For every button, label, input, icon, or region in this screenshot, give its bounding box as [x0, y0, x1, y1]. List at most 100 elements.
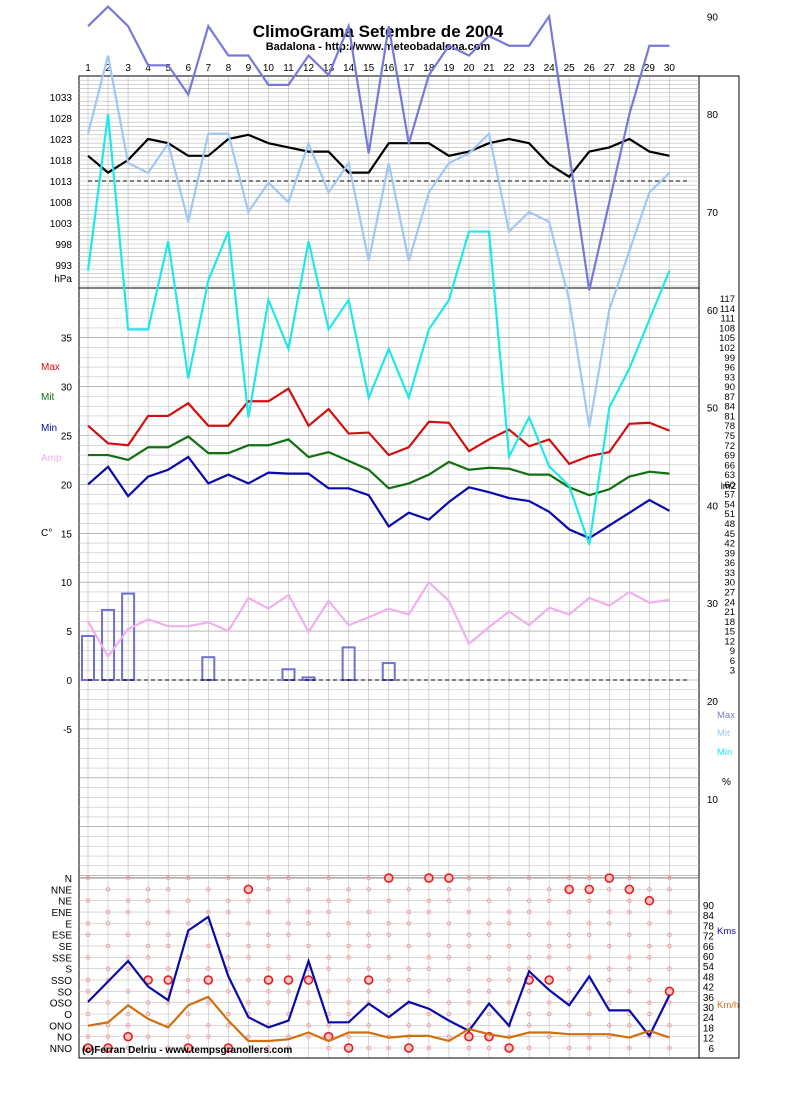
wind-dir-dot — [546, 1000, 552, 1005]
wind-dir-dot — [366, 875, 372, 881]
humidity-tick-90: 90 — [707, 12, 719, 23]
wind-dir-dot — [586, 1045, 592, 1051]
rain-tick-87: 87 — [724, 392, 735, 403]
wind-dir-dot — [607, 943, 612, 949]
day-label-24: 24 — [544, 63, 556, 74]
wind-dir-dot — [406, 977, 412, 983]
wind-speed-tick-18: 18 — [703, 1023, 715, 1034]
wind-dir-dot — [506, 977, 512, 983]
wind-dir-dot — [506, 887, 512, 892]
wind-dir-dot — [426, 955, 432, 960]
wind-dir-dot — [566, 966, 572, 971]
temp-tick-35: 35 — [61, 334, 73, 345]
rain-tick-66: 66 — [724, 460, 735, 471]
wind-dir-dot — [386, 898, 392, 904]
wind-dir-dot — [426, 1011, 432, 1017]
wind-dir-dot — [185, 977, 191, 983]
wind-dir-dot — [406, 887, 412, 892]
wind-speed-tick-12: 12 — [703, 1034, 715, 1045]
rain-tick-108: 108 — [719, 323, 735, 334]
wind-dominant-day-1 — [83, 1043, 93, 1053]
wind-dir-dot — [246, 943, 251, 949]
wind-dir-dot — [145, 943, 151, 949]
wind-dir-dot — [125, 1045, 131, 1051]
wind-dir-dot — [526, 909, 532, 915]
wind-dir-tick-NE: NE — [58, 897, 72, 908]
temp-tick-0: 0 — [66, 676, 72, 687]
chart-title: ClimoGrama Setembre de 2004 — [253, 22, 504, 41]
rain-bar-day-16 — [381, 662, 396, 681]
rain-bars — [81, 592, 396, 682]
wind-dir-dot — [206, 909, 211, 915]
pressure-tick-1028: 1028 — [50, 114, 73, 125]
wind-speed-tick-90: 90 — [703, 901, 715, 912]
right-axis-frame — [698, 75, 740, 1059]
wind-dir-dot — [627, 955, 632, 960]
wind-dir-dot — [406, 966, 412, 971]
temp-legend-amp: Amp — [41, 453, 62, 464]
humidity-legend-max: Max — [717, 710, 735, 721]
wind-dir-dot — [466, 1023, 472, 1028]
wind-dir-tick-NNO: NNO — [50, 1044, 72, 1055]
wind-dir-dot — [125, 898, 131, 904]
rain-tick-60: 60 — [724, 480, 735, 491]
wind-dir-dot — [406, 1023, 412, 1028]
wind-dir-dot — [566, 909, 572, 915]
wind-dir-dot — [145, 955, 151, 960]
wind-dir-dot — [286, 898, 291, 904]
day-label-7: 7 — [206, 63, 212, 74]
rain-tick-24: 24 — [724, 597, 735, 608]
wind-dir-dot — [346, 955, 351, 960]
wind-dir-dot — [506, 966, 512, 971]
temp-tick-neg: -5 — [63, 725, 72, 736]
wind-dir-dot — [667, 887, 672, 892]
wind-dir-dot — [667, 966, 672, 971]
temp-tick-25: 25 — [61, 432, 73, 443]
wind-dir-dot — [185, 955, 191, 960]
wind-dir-dot — [667, 1000, 672, 1005]
rain-tick-96: 96 — [724, 363, 735, 374]
wind-dir-dot — [105, 1023, 111, 1028]
wind-dir-dot — [145, 898, 151, 904]
temperature-axis: 0 5 10 15 20 25 30 35 -5 — [61, 334, 73, 736]
wind-dir-dot — [206, 1000, 211, 1005]
wind-dir-dot — [466, 887, 472, 892]
rain-tick-105: 105 — [719, 333, 735, 344]
wind-dir-dot — [165, 909, 171, 915]
wind-speed-tick-84: 84 — [703, 911, 715, 922]
wind-dir-dot — [667, 932, 672, 938]
day-label-12: 12 — [303, 63, 315, 74]
temperature-unit-label: C° — [41, 528, 52, 539]
wind-dir-dot — [85, 921, 91, 926]
rain-tick-33: 33 — [724, 568, 735, 579]
wind-dir-dot — [486, 932, 492, 938]
wind-dir-dot — [586, 955, 592, 960]
rain-tick-27: 27 — [724, 587, 735, 598]
wind-dir-dot — [246, 1000, 251, 1005]
wind-dir-dot — [85, 1011, 91, 1017]
wind-dir-dot — [466, 875, 472, 881]
wind-dir-dot — [185, 989, 191, 994]
rain-tick-78: 78 — [724, 421, 735, 432]
day-label-13: 13 — [323, 63, 335, 74]
wind-dir-dot — [667, 1045, 672, 1051]
pressure-tick-1008: 1008 — [50, 198, 73, 209]
pressure-tick-1013: 1013 — [50, 177, 73, 188]
wind-dir-dot — [326, 898, 331, 904]
wind-dir-dot — [546, 1034, 552, 1039]
wind-dir-dot — [546, 921, 552, 926]
humidity-series — [86, 5, 671, 545]
wind-dominant-day-28 — [624, 884, 635, 895]
wind-dir-dot — [486, 955, 492, 960]
wind-dir-dot — [226, 932, 231, 938]
wind-series — [87, 915, 671, 1043]
wind-dir-dot — [105, 1000, 111, 1005]
wind-dir-dot — [546, 898, 552, 904]
wind-dir-dot — [286, 921, 291, 926]
pressure-tick-1003: 1003 — [50, 219, 73, 230]
humidity-axis: 10 20 30 40 50 60 70 80 90 — [707, 12, 719, 805]
day-label-6: 6 — [185, 63, 191, 74]
wind-dir-dot — [346, 921, 351, 926]
wind-dir-dot — [426, 1023, 432, 1028]
